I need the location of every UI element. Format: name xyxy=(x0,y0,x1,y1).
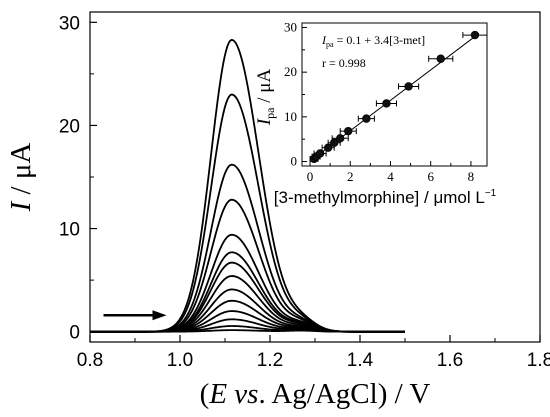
inset-y-axis-label: Ipa / μA xyxy=(254,69,277,127)
inset-data-point xyxy=(375,99,398,108)
x-label-variable: E xyxy=(208,378,227,410)
inset-data-points xyxy=(309,30,488,164)
data-marker xyxy=(315,149,325,158)
inset-equation: Ipa = 0.1 + 3.4[3-met] xyxy=(321,33,425,49)
inset-data-point xyxy=(331,134,349,143)
x-label-rest: . Ag/AgCl) / V xyxy=(258,378,430,410)
inset-x-tick-label: 2 xyxy=(347,169,354,184)
inset-r-value: r = 0.998 xyxy=(322,56,366,70)
main-y-tick-label: 10 xyxy=(59,220,80,241)
voltammogram-curve-9 xyxy=(90,251,405,333)
inset-x-tick-label: 8 xyxy=(468,169,475,184)
equation-variable: I xyxy=(321,33,327,47)
main-x-axis-label: (E vs. Ag/AgCl) / V xyxy=(200,378,431,410)
inset-x-tick-labels: 0 2 4 6 8 xyxy=(307,169,474,184)
data-marker xyxy=(382,99,391,108)
inset-data-point xyxy=(313,149,327,158)
x-label-open: ( xyxy=(200,378,210,410)
inset-y-variable: I xyxy=(254,117,275,126)
voltammogram-curve-14 xyxy=(90,38,405,333)
data-marker xyxy=(344,126,353,136)
inset-x-tick-label: 0 xyxy=(307,169,314,184)
inset-data-point xyxy=(428,54,454,63)
inset-x-tick-label: 6 xyxy=(427,169,434,184)
inset-y-tick-label: 20 xyxy=(284,64,297,79)
inset-y-tick-label: 30 xyxy=(284,19,297,34)
main-y-tick-label: 30 xyxy=(59,13,80,34)
inset-y-tick-labels: 0 10 20 30 xyxy=(284,19,297,168)
main-x-tick-label: 1.2 xyxy=(257,350,283,371)
inset-y-rest: / μA xyxy=(254,69,275,108)
inset-axis-ticks xyxy=(302,26,472,166)
main-x-tick-label: 1.4 xyxy=(347,350,374,371)
x-label-vs: vs xyxy=(227,378,258,410)
voltammogram-curve-7 xyxy=(90,275,405,333)
direction-arrow xyxy=(103,310,167,321)
inset-data-point xyxy=(398,82,420,91)
main-x-tick-label: 1.0 xyxy=(167,350,193,371)
data-marker xyxy=(404,82,413,91)
inset-y-tick-label: 10 xyxy=(284,109,297,124)
inset-data-point xyxy=(339,126,357,136)
inset-x-main: [3-methylmorphine] / μmol L xyxy=(274,188,485,207)
data-marker xyxy=(470,30,480,40)
main-curves xyxy=(90,38,405,333)
inset-x-tick-label: 4 xyxy=(387,169,394,184)
data-marker xyxy=(362,114,371,123)
inset-calibration-chart: 0 2 4 6 8 0 10 20 30 Ipa = 0.1 + 3.4[3-met] r =… xyxy=(254,19,497,207)
main-x-tick-label: 1.6 xyxy=(437,350,463,371)
arrow-head xyxy=(152,310,167,321)
main-y-tick-label: 0 xyxy=(69,323,80,344)
inset-data-point xyxy=(357,114,375,123)
voltammogram-curve-6 xyxy=(90,288,405,333)
data-marker xyxy=(336,134,345,143)
equation-subscript: pa xyxy=(326,40,334,49)
main-x-tick-labels: 0.8 1.0 1.2 1.4 1.6 1.8 xyxy=(77,350,550,371)
inset-y-subscript: pa xyxy=(263,107,277,119)
voltammogram-curve-10 xyxy=(90,233,405,333)
inset-x-axis-label: [3-methylmorphine] / μmol L−1 xyxy=(274,188,497,207)
main-x-tick-label: 1.8 xyxy=(527,350,550,371)
y-label-rest: / μA xyxy=(5,143,37,202)
inset-data-point xyxy=(462,30,488,40)
y-label-variable: I xyxy=(5,200,37,212)
inset-x-superscript: −1 xyxy=(485,188,497,199)
main-y-axis-label: I / μA xyxy=(5,143,37,213)
data-marker xyxy=(436,54,445,63)
equation-rest: = 0.1 + 3.4[3-met] xyxy=(334,33,426,47)
main-y-tick-labels: 0 10 20 30 xyxy=(59,13,80,343)
main-x-tick-label: 0.8 xyxy=(77,350,103,371)
inset-y-tick-label: 0 xyxy=(291,154,298,169)
main-y-tick-label: 20 xyxy=(59,116,80,137)
